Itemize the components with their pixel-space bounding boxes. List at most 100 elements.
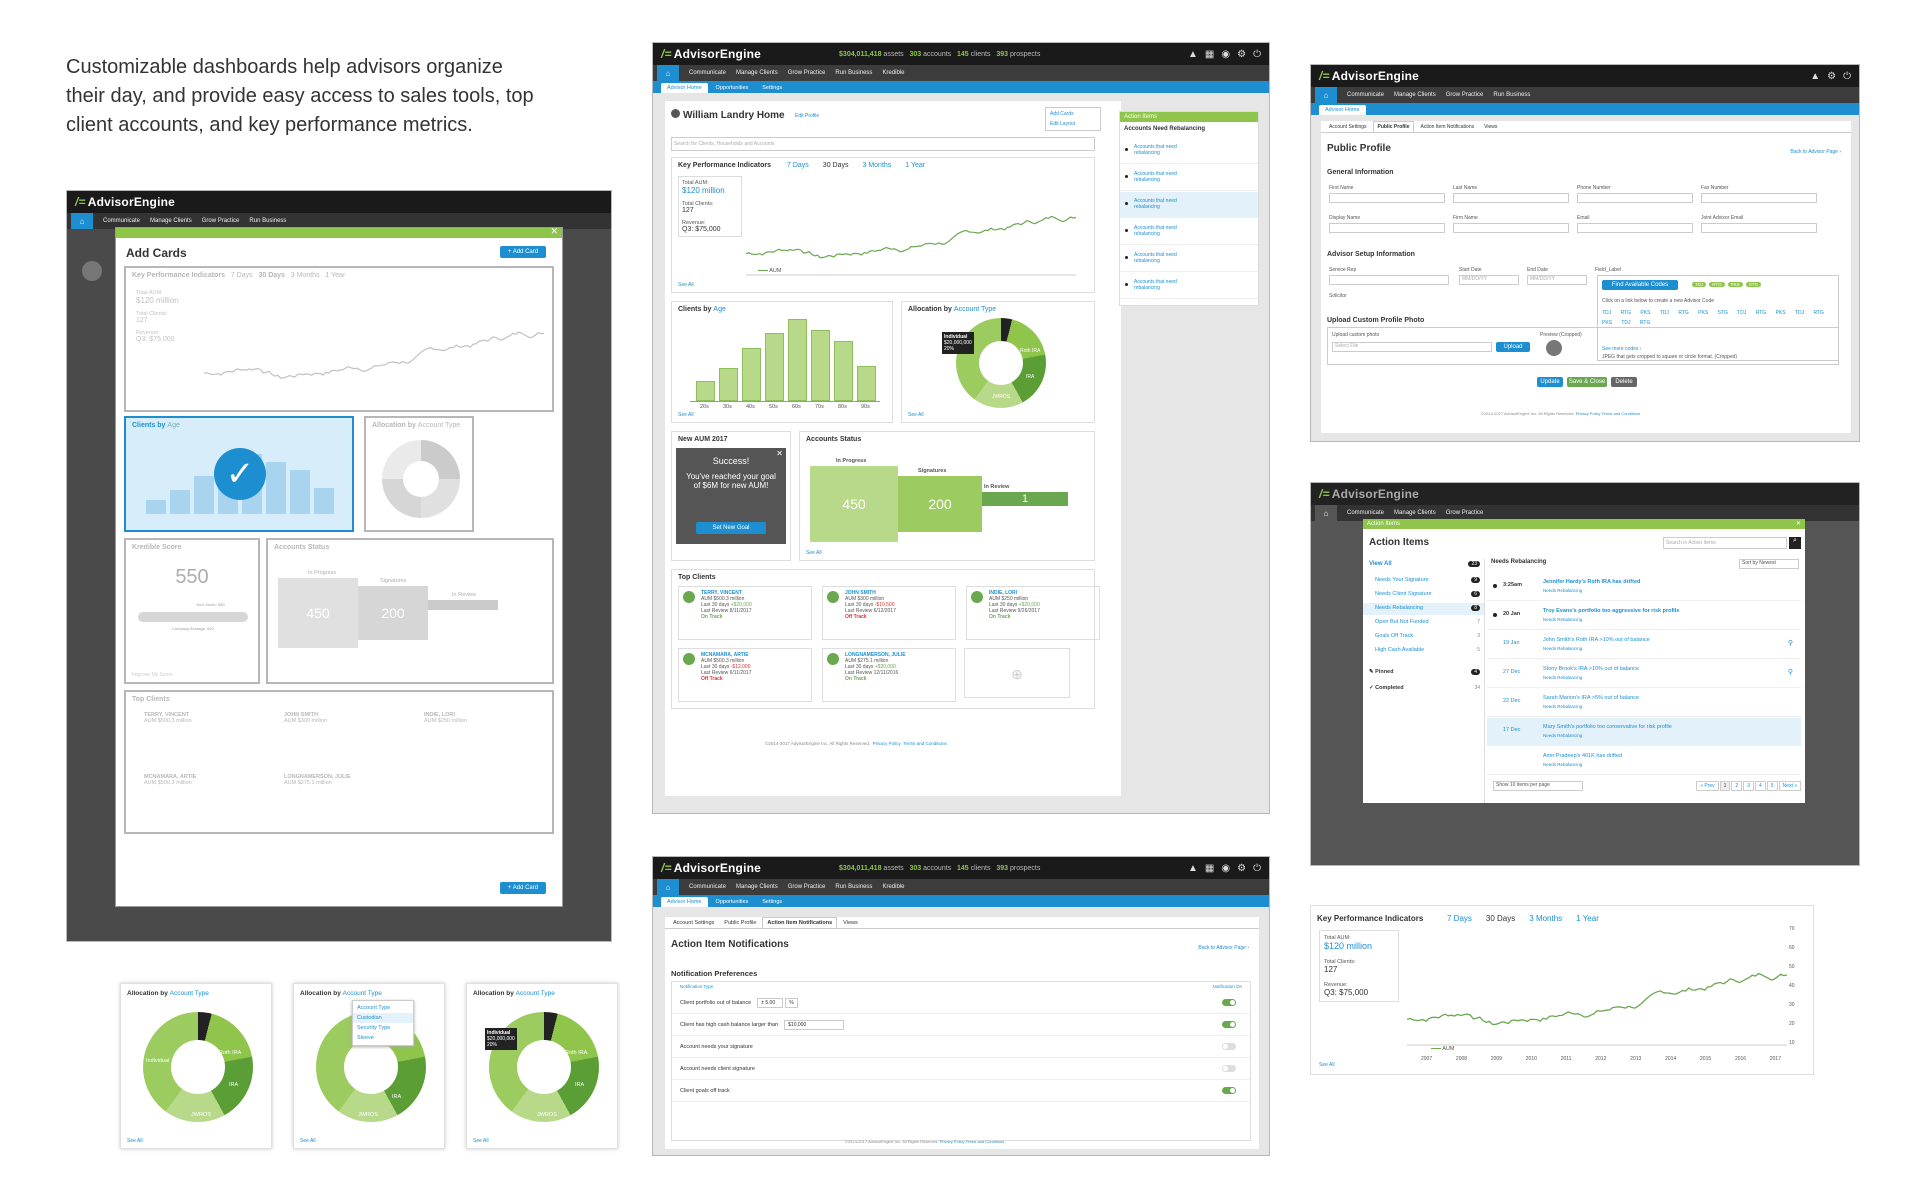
calendar-icon[interactable]: ▦ [1204, 862, 1215, 874]
action-item-text[interactable]: Accounts that need rebalancing [1134, 279, 1177, 291]
action-item-row[interactable]: 20 Jan Troy Evans's portfolio too aggres… [1487, 602, 1801, 630]
gear-icon[interactable]: ⚙ [1237, 48, 1247, 60]
improve-score-link[interactable]: Improve My Score [132, 672, 173, 678]
action-item-text[interactable]: Accounts that need rebalancing [1134, 144, 1177, 156]
client-age-bar[interactable] [811, 329, 830, 401]
view-all-filter[interactable]: View All [1369, 561, 1392, 567]
start-date-field[interactable]: MM/DD/YY [1459, 275, 1519, 285]
client-age-bar[interactable] [742, 348, 761, 401]
action-item-row[interactable]: Accounts that need rebalancing [1120, 138, 1258, 164]
account-type-dropdown[interactable]: Account Type [953, 306, 997, 313]
notification-toggle[interactable] [1222, 1065, 1236, 1072]
threshold-input[interactable]: $10,000 [784, 1019, 845, 1030]
gear-icon[interactable]: ⚙ [1237, 862, 1247, 874]
terms-link[interactable]: Terms and Conditions [903, 741, 947, 746]
page-button[interactable]: 5 [1766, 781, 1778, 791]
period-3months[interactable]: 3 Months [862, 162, 892, 169]
action-item-row[interactable]: 27 Dec Stony Brook's IRA >10% out of bal… [1487, 660, 1801, 688]
alert-icon[interactable]: ▲ [1810, 70, 1821, 82]
period-3months[interactable]: 3 Months [1529, 914, 1563, 923]
top-client-tile[interactable]: MCNAMARA, ARTIE AUM $500.3 million Last … [678, 648, 812, 702]
profile-field-input[interactable] [1577, 193, 1693, 203]
power-icon[interactable]: ⏻ [1253, 862, 1261, 874]
page-button[interactable]: « Prev [1696, 781, 1719, 791]
action-item-row[interactable]: Accounts that need rebalancing [1120, 165, 1258, 191]
period-30days[interactable]: 30 Days [1485, 914, 1516, 923]
set-new-goal-button[interactable]: Set New Goal [696, 522, 766, 534]
service-rep-field[interactable] [1329, 275, 1449, 285]
upload-button[interactable]: Upload [1496, 342, 1530, 352]
see-all-link[interactable]: See All [473, 1138, 489, 1144]
alert-icon[interactable]: ▲ [1188, 862, 1198, 874]
action-search-input[interactable]: Search in Action Items [1663, 537, 1787, 549]
nav-communicate[interactable]: Communicate [689, 70, 727, 76]
action-item-row[interactable]: Amir Pradeep's 401K has drifted Needs Re… [1487, 747, 1801, 775]
age-dropdown[interactable]: Age [713, 306, 726, 313]
client-name[interactable]: JOHN SMITH [845, 590, 876, 596]
see-all-link[interactable]: See All [806, 550, 822, 556]
back-link[interactable]: Back to Advisor Page › [1198, 945, 1249, 951]
nav-kredible[interactable]: Kredible [882, 70, 905, 76]
filter-item[interactable]: Goals Off Track 3 [1375, 633, 1480, 639]
save-close-button[interactable]: Save & Close [1567, 377, 1607, 387]
page-size-dropdown[interactable]: Show 10 items per page [1493, 781, 1583, 791]
period-7days[interactable]: 7 Days [787, 162, 809, 169]
action-item-text[interactable]: Accounts that need rebalancing [1134, 198, 1177, 210]
sort-dropdown[interactable]: Sort by Newest [1739, 559, 1799, 569]
kredible-card-option[interactable]: Kredible Score 550 Your Score: 550 Compa… [124, 538, 260, 684]
action-item-row[interactable]: 17 Dec Mary Smith's portfolio too conser… [1487, 718, 1801, 746]
profile-field-input[interactable] [1701, 193, 1817, 203]
pin-icon[interactable]: ⚲ [1787, 640, 1793, 647]
page-button[interactable]: Next » [1778, 781, 1801, 791]
nav-manage-clients[interactable]: Manage Clients [150, 218, 192, 224]
notification-toggle[interactable] [1222, 1043, 1236, 1050]
tab-views[interactable]: Views [1484, 124, 1498, 130]
home-icon[interactable]: ⌂ [657, 65, 679, 81]
threshold-input[interactable]: ± 5.00 [757, 997, 784, 1008]
action-item-row[interactable]: Accounts that need rebalancing [1120, 192, 1258, 218]
delete-button[interactable]: Delete [1611, 377, 1637, 387]
client-age-bar[interactable] [696, 381, 715, 401]
filter-item[interactable]: Needs Your Signature 9 [1363, 575, 1484, 587]
item-text[interactable]: Stony Brook's IRA >10% out of balance [1543, 666, 1639, 672]
nav-grow-practice[interactable]: Grow Practice [201, 218, 240, 224]
menu-item-account-type[interactable]: Account Type [357, 1005, 391, 1011]
see-all-link[interactable]: See All [127, 1138, 143, 1144]
add-cards-link[interactable]: Add Cards [1050, 111, 1074, 117]
profile-field-input[interactable] [1701, 223, 1817, 233]
client-name[interactable]: MCNAMARA, ARTIE [701, 652, 749, 658]
top-client-tile[interactable]: INDIE, LORI AUM $250 million Last 30 day… [966, 586, 1100, 640]
client-age-bar[interactable] [857, 365, 876, 401]
filter-item[interactable]: High Cash Available 5 [1375, 647, 1480, 653]
nav-run-business[interactable]: Run Business [835, 70, 873, 76]
item-text[interactable]: Jennifer Hardy's Roth IRA has drifted [1543, 579, 1641, 585]
period-30days[interactable]: 30 Days [822, 162, 849, 169]
home-icon[interactable]: ⌂ [71, 213, 93, 229]
update-button[interactable]: Update [1537, 377, 1563, 387]
signatures-block[interactable]: 200 [898, 476, 982, 532]
top-client-tile[interactable]: TERRY, VINCENT AUM $500.3 million Last 3… [678, 586, 812, 640]
notification-toggle[interactable] [1222, 1021, 1236, 1028]
client-age-bar[interactable] [788, 318, 807, 401]
nav-manage-clients[interactable]: Manage Clients [736, 70, 778, 76]
nav-run-business[interactable]: Run Business [249, 218, 287, 224]
home-icon[interactable]: ⌂ [1315, 87, 1337, 103]
power-icon[interactable]: ⏻ [1843, 70, 1851, 82]
tab-views[interactable]: Views [843, 920, 858, 926]
home-icon[interactable]: ⌂ [657, 879, 679, 895]
action-item-text[interactable]: Accounts that need rebalancing [1134, 252, 1177, 264]
menu-item-custodian[interactable]: Custodian [353, 1013, 413, 1023]
action-item-text[interactable]: Accounts that need rebalancing [1134, 225, 1177, 237]
profile-field-input[interactable] [1329, 193, 1445, 203]
client-name[interactable]: INDIE, LORI [989, 590, 1018, 596]
see-all-link[interactable]: See All [1319, 1062, 1335, 1068]
see-all-link[interactable]: See All [678, 412, 694, 418]
end-date-field[interactable]: MM/DD/YY [1527, 275, 1587, 285]
kpi-card-option[interactable]: Key Performance Indicators 7 Days 30 Day… [124, 266, 554, 412]
see-all-link[interactable]: See All [678, 282, 694, 288]
power-icon[interactable]: ⏻ [1253, 48, 1261, 60]
search-icon[interactable]: ⌕ [1789, 537, 1801, 549]
see-all-link[interactable]: See All [300, 1138, 316, 1144]
close-icon[interactable]: ✕ [776, 449, 783, 458]
period-7days[interactable]: 7 Days [1447, 914, 1472, 923]
